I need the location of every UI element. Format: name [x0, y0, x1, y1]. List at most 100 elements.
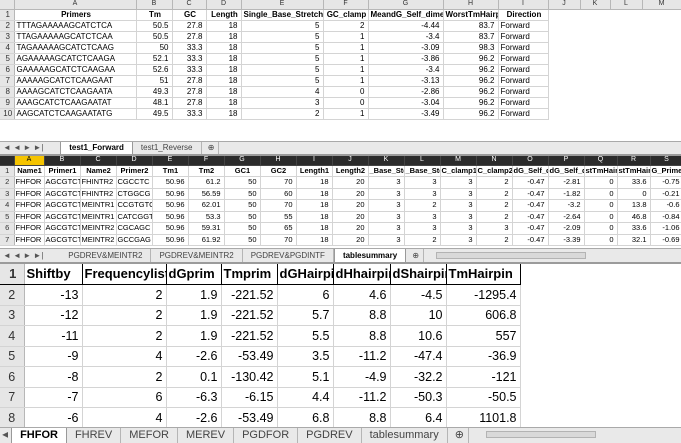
table-cell[interactable]: 20: [332, 176, 369, 189]
row-number[interactable]: 6: [0, 222, 15, 235]
table-cell[interactable]: AAAGCATCTCAAGAATAT: [14, 97, 137, 109]
table-cell[interactable]: 2: [404, 199, 441, 212]
table-cell[interactable]: -130.42: [221, 366, 278, 388]
table-cell[interactable]: 2: [82, 305, 167, 326]
table-cell[interactable]: 2: [476, 188, 513, 200]
table-cell[interactable]: Forward: [498, 108, 549, 120]
table-cell[interactable]: -0.47: [512, 234, 549, 246]
table-cell[interactable]: 4.4: [277, 387, 334, 408]
table-cell[interactable]: -7: [24, 387, 83, 408]
table-cell[interactable]: AGCGTCT: [44, 222, 81, 235]
table-cell[interactable]: 18: [206, 53, 242, 65]
table-cell[interactable]: 6: [277, 284, 334, 306]
column-letter[interactable]: B: [44, 156, 81, 166]
column-letter[interactable]: G: [368, 0, 444, 10]
table-cell[interactable]: 8.8: [333, 305, 391, 326]
column-header[interactable]: dG_Self_d: [548, 165, 585, 177]
table-cell[interactable]: 27.8: [172, 31, 207, 43]
table-cell[interactable]: 96.2: [443, 97, 499, 109]
table-cell[interactable]: CTGGCG: [116, 188, 153, 200]
table-cell[interactable]: 5.1: [277, 366, 334, 388]
table-cell[interactable]: 27.8: [172, 86, 207, 98]
column-letter[interactable]: M: [440, 156, 477, 166]
table-cell[interactable]: 0: [323, 97, 369, 109]
table-cell[interactable]: -11.2: [333, 346, 391, 367]
column-header[interactable]: stTmHairp: [584, 165, 618, 177]
column-letter[interactable]: [0, 0, 15, 10]
sheet-nav-buttons[interactable]: ◄ ◄ ► ►|: [3, 251, 44, 260]
column-letter[interactable]: [0, 156, 15, 166]
table-cell[interactable]: 10: [390, 305, 447, 326]
table-cell[interactable]: 50: [224, 176, 261, 189]
table-cell[interactable]: 50: [224, 211, 261, 223]
row-number[interactable]: 8: [0, 86, 15, 98]
column-letter[interactable]: C: [172, 0, 207, 10]
table-cell[interactable]: 50: [136, 42, 173, 54]
table-cell[interactable]: -3.4: [368, 31, 444, 43]
table-cell[interactable]: 65: [260, 222, 297, 235]
table-cell[interactable]: MEINTR2: [80, 222, 117, 235]
table-cell[interactable]: GAAAAAGCATCTCAAGAA: [14, 64, 137, 76]
table-cell[interactable]: Forward: [498, 31, 549, 43]
table-cell[interactable]: FHFOR: [14, 199, 45, 212]
row-number[interactable]: 3: [0, 31, 15, 43]
row-number[interactable]: 7: [0, 387, 25, 408]
table-cell[interactable]: 1: [323, 108, 369, 120]
table-cell[interactable]: -3.49: [368, 108, 444, 120]
table-cell[interactable]: -2.09: [548, 222, 585, 235]
column-letter[interactable]: P: [548, 156, 585, 166]
table-cell[interactable]: 50.96: [152, 199, 189, 212]
table-cell[interactable]: 96.2: [443, 86, 499, 98]
table-cell[interactable]: 3: [368, 211, 405, 223]
table-cell[interactable]: GCCGAG: [116, 234, 153, 246]
table-cell[interactable]: 48.1: [136, 97, 173, 109]
table-cell[interactable]: 1.9: [166, 284, 222, 306]
column-letter[interactable]: C: [80, 156, 117, 166]
table-cell[interactable]: 50: [224, 199, 261, 212]
table-cell[interactable]: Forward: [498, 64, 549, 76]
table-cell[interactable]: 50.96: [152, 222, 189, 235]
column-letter[interactable]: Q: [584, 156, 618, 166]
column-letter[interactable]: H: [443, 0, 499, 10]
table-cell[interactable]: 50: [224, 188, 261, 200]
table-cell[interactable]: -8: [24, 366, 83, 388]
table-cell[interactable]: 1: [323, 42, 369, 54]
row-number[interactable]: 10: [0, 108, 15, 120]
row-number[interactable]: 5: [0, 53, 15, 65]
table-cell[interactable]: TAGAAAAAGCATCTCAAG: [14, 42, 137, 54]
column-letter[interactable]: R: [617, 156, 651, 166]
table-cell[interactable]: 5.5: [277, 325, 334, 347]
table-cell[interactable]: 2: [82, 325, 167, 347]
row-number[interactable]: 2: [0, 284, 25, 306]
table-cell[interactable]: 33.3: [172, 42, 207, 54]
table-cell[interactable]: -4.9: [333, 366, 391, 388]
table-cell[interactable]: CCGTGTG: [116, 199, 153, 212]
column-header[interactable]: Tm: [136, 9, 173, 21]
sheet-nav-buttons[interactable]: ◄ ◄ ► ►|: [0, 428, 8, 443]
table-cell[interactable]: 4.6: [333, 284, 391, 306]
table-cell[interactable]: 3: [368, 199, 405, 212]
column-letter[interactable]: I: [296, 156, 333, 166]
table-cell[interactable]: 50.5: [136, 31, 173, 43]
table-cell[interactable]: 3: [368, 234, 405, 246]
table-cell[interactable]: 4: [82, 407, 167, 427]
table-cell[interactable]: 83.7: [443, 31, 499, 43]
column-header[interactable]: WorstTmHairpin: [443, 9, 499, 21]
table-cell[interactable]: 2: [476, 176, 513, 189]
table-cell[interactable]: 60: [260, 188, 297, 200]
table-cell[interactable]: -2.81: [548, 176, 585, 189]
table-cell[interactable]: 18: [206, 108, 242, 120]
table-cell[interactable]: AGCGTCT: [44, 234, 81, 246]
table-cell[interactable]: -12: [24, 305, 83, 326]
row-number[interactable]: 4: [0, 325, 25, 347]
row-number[interactable]: 2: [0, 20, 15, 32]
table-cell[interactable]: FHINTR2: [80, 188, 117, 200]
column-header[interactable]: G_Primer_: [650, 165, 681, 177]
table-cell[interactable]: 18: [296, 211, 333, 223]
table-cell[interactable]: Forward: [498, 20, 549, 32]
table-cell[interactable]: FHINTR2: [80, 176, 117, 189]
table-cell[interactable]: -6: [24, 407, 83, 427]
table-cell[interactable]: 0: [584, 199, 618, 212]
column-header[interactable]: dGprim: [166, 264, 222, 285]
column-header[interactable]: dHhairpin: [333, 264, 391, 285]
